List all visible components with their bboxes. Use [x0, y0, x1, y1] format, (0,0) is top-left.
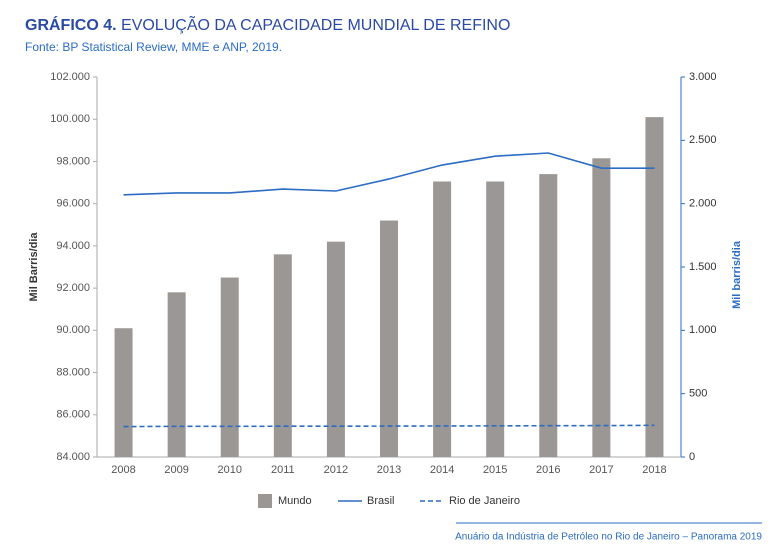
y-axis-label: Mil Barris/dia: [28, 232, 40, 302]
x-tick-label: 2012: [324, 464, 348, 476]
bar: [539, 174, 558, 457]
x-tick-label: 2016: [536, 464, 560, 476]
y2-tick-label: 2.500: [689, 134, 717, 146]
y-tick-label: 86.000: [56, 409, 90, 421]
y-tick-label: 98.000: [56, 155, 90, 167]
y-tick-label: 102.000: [50, 71, 90, 83]
x-tick-label: 2014: [430, 464, 454, 476]
y2-tick-label: 3.000: [689, 71, 717, 83]
title-label: GRÁFICO 4.: [25, 15, 117, 34]
x-tick-label: 2017: [589, 464, 613, 476]
bar: [273, 254, 292, 457]
y2-tick-label: 2.000: [689, 198, 717, 210]
legend-label: Rio de Janeiro: [449, 495, 520, 507]
footer: Anuário da Indústria de Petróleo no Rio …: [455, 532, 762, 543]
title-text: EVOLUÇÃO DA CAPACIDADE MUNDIAL DE REFINO: [121, 14, 510, 34]
x-tick-label: 2015: [483, 464, 507, 476]
bar: [220, 277, 239, 457]
y-tick-label: 94.000: [56, 240, 90, 252]
bar: [433, 181, 452, 457]
bar: [114, 328, 133, 457]
y-tick-label: 96.000: [56, 198, 90, 210]
x-tick-label: 2011: [271, 464, 295, 476]
y2-axis-label: Mil barris/dia: [731, 240, 743, 309]
y-tick-label: 90.000: [56, 324, 90, 336]
bar: [326, 241, 345, 457]
subtitle: Fonte: BP Statistical Review, MME e ANP,…: [25, 40, 282, 54]
y2-tick-label: 0: [689, 451, 695, 463]
y2-tick-label: 1.000: [689, 324, 717, 336]
chart-title: GRÁFICO 4. EVOLUÇÃO DA CAPACIDADE MUNDIA…: [25, 14, 510, 34]
x-tick-label: 2009: [164, 464, 188, 476]
bar: [486, 181, 505, 457]
legend-swatch: [258, 494, 272, 508]
bar: [645, 117, 664, 457]
bar: [167, 292, 186, 457]
y-tick-label: 92.000: [56, 282, 90, 294]
y-tick-label: 88.000: [56, 366, 90, 378]
y2-tick-label: 500: [689, 388, 707, 400]
x-tick-label: 2018: [642, 464, 666, 476]
bar: [380, 220, 398, 457]
line: [123, 152, 655, 196]
x-tick-label: 2013: [377, 464, 401, 476]
legend-label: Brasil: [367, 495, 395, 507]
x-tick-label: 2008: [111, 464, 135, 476]
line: [123, 424, 655, 428]
y-tick-label: 100.000: [50, 113, 90, 125]
y-tick-label: 84.000: [56, 451, 90, 463]
legend-label: Mundo: [278, 495, 312, 507]
x-tick-label: 2010: [217, 464, 241, 476]
bar: [592, 158, 611, 457]
y2-tick-label: 1.500: [689, 261, 717, 273]
